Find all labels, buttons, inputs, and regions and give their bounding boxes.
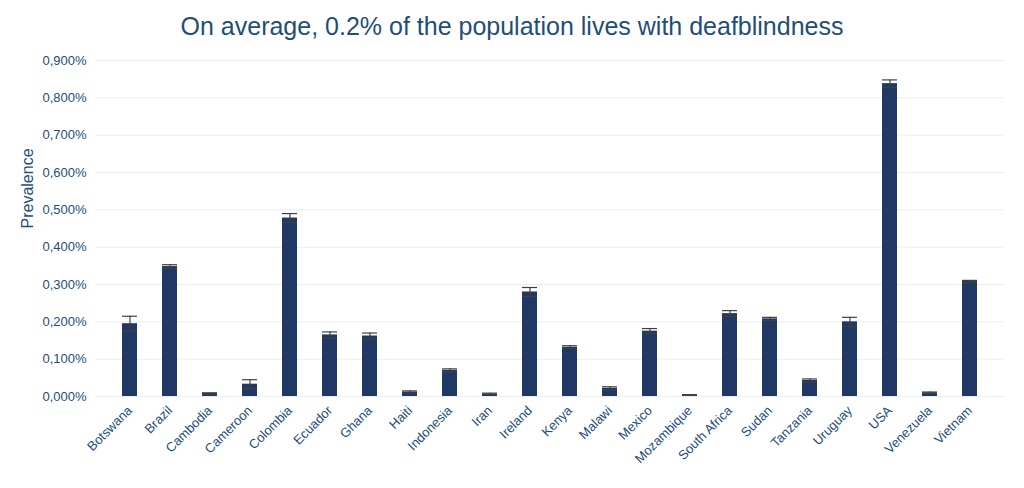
- svg-text:Kenya: Kenya: [538, 402, 575, 439]
- svg-text:0,600%: 0,600%: [42, 165, 87, 180]
- svg-text:Ireland: Ireland: [496, 403, 535, 442]
- svg-text:South Africa: South Africa: [675, 402, 736, 463]
- svg-text:0,800%: 0,800%: [42, 90, 87, 105]
- svg-text:Brazil: Brazil: [141, 403, 175, 437]
- svg-text:Ghana: Ghana: [337, 402, 376, 441]
- svg-text:Tanzania: Tanzania: [768, 402, 816, 450]
- svg-text:0,900%: 0,900%: [42, 53, 87, 68]
- svg-text:Mexico: Mexico: [615, 403, 655, 443]
- svg-text:0,300%: 0,300%: [42, 277, 87, 292]
- svg-text:Malawi: Malawi: [576, 403, 615, 442]
- svg-text:0,200%: 0,200%: [42, 314, 87, 329]
- svg-text:0,500%: 0,500%: [42, 202, 87, 217]
- svg-text:Iran: Iran: [469, 403, 495, 429]
- svg-text:0,100%: 0,100%: [42, 351, 87, 366]
- svg-text:Vietnam: Vietnam: [931, 403, 975, 447]
- svg-text:Cambodia: Cambodia: [162, 402, 216, 456]
- html-text:On average, 0.2% of the popula: On average, 0.2% of the population lives…: [180, 12, 844, 40]
- svg-text:Haiti: Haiti: [386, 403, 415, 432]
- svg-text:Mozambique: Mozambique: [631, 402, 696, 466]
- svg-text:Botswana: Botswana: [84, 402, 136, 454]
- svg-text:Cameroon: Cameroon: [202, 403, 256, 457]
- svg-text:Sudan: Sudan: [738, 403, 775, 440]
- svg-text:Ecuador: Ecuador: [290, 402, 335, 447]
- svg-text:0,400%: 0,400%: [42, 239, 87, 254]
- svg-text:Indonesia: Indonesia: [405, 402, 456, 453]
- svg-text:0,700%: 0,700%: [42, 127, 87, 142]
- svg-text:USA: USA: [866, 403, 896, 433]
- svg-text:0,000%: 0,000%: [42, 389, 87, 404]
- svg-text:Uruguay: Uruguay: [810, 402, 856, 448]
- svg-text:Prevalence: Prevalence: [19, 148, 36, 228]
- svg-text:Venezuela: Venezuela: [882, 402, 936, 456]
- svg-text:Colombia: Colombia: [246, 402, 296, 452]
